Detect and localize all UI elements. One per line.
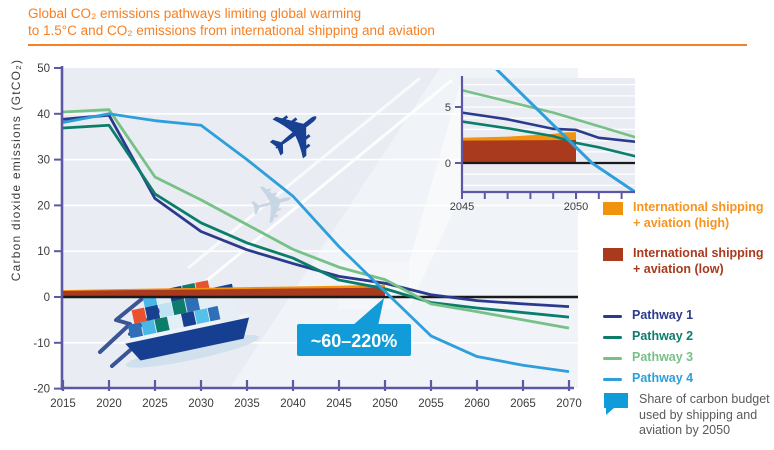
title-line-1: Global CO₂ emissions pathways limiting g… xyxy=(28,6,362,21)
y-tick-label: 0 xyxy=(44,292,50,304)
x-tick-label: 2060 xyxy=(464,398,490,410)
x-tick-label: 2015 xyxy=(50,398,76,410)
y-tick-label: -10 xyxy=(33,338,50,350)
zoom-wedge xyxy=(408,78,462,309)
annotation-label: ~60–220% xyxy=(311,331,398,351)
x-tick-label: 2030 xyxy=(188,398,214,410)
y-tick-label: -20 xyxy=(33,384,50,396)
pathway-lines xyxy=(62,108,578,374)
inset-band-low xyxy=(462,140,576,163)
x-tick-label: 2040 xyxy=(280,398,306,410)
x-tick-label: 2065 xyxy=(510,398,536,410)
annotation-pointer xyxy=(352,298,384,326)
inset-line-pathway-4 xyxy=(495,70,635,192)
zero-crossing-annotation: ~60–220% xyxy=(297,298,411,356)
page-title: Global CO₂ emissions pathways limiting g… xyxy=(28,5,435,39)
inset-y-tick-label: 5 xyxy=(445,102,451,114)
title-underline xyxy=(28,44,747,46)
inset-line-pathway-3 xyxy=(462,88,635,139)
inset-chart: 2045 2050 0 5 xyxy=(445,70,635,213)
ship-icon xyxy=(98,280,259,368)
y-tick-label: 10 xyxy=(37,246,50,258)
line-pathway-3 xyxy=(62,108,570,330)
line-pathway-2 xyxy=(62,123,570,319)
y-tick-label: 50 xyxy=(37,63,50,75)
title-line-2: to 1.5°C and CO₂ emissions from internat… xyxy=(28,23,435,38)
inset-line-pathway-2 xyxy=(462,120,635,158)
x-tick-label: 2020 xyxy=(96,398,122,410)
inset-line-pathway-1 xyxy=(462,111,635,143)
x-tick-label: 2070 xyxy=(556,398,582,410)
y-tick-label: 40 xyxy=(37,109,50,121)
inset-y-tick-label: 0 xyxy=(445,158,451,170)
x-tick-label: 2045 xyxy=(326,398,352,410)
inset-x-tick-label: 2045 xyxy=(450,201,474,213)
annotation-bubble xyxy=(297,324,411,356)
inset-x-tick-label: 2050 xyxy=(564,201,588,213)
inset-plot xyxy=(462,70,635,192)
x-tick-label: 2055 xyxy=(418,398,444,410)
x-tick-label: 2050 xyxy=(372,398,398,410)
x-tick-label: 2025 xyxy=(142,398,168,410)
y-tick-label: 30 xyxy=(37,155,50,167)
y-axis-label: Carbon dioxide emissions (GtCO₂) xyxy=(9,59,23,281)
x-tick-label: 2035 xyxy=(234,398,260,410)
y-tick-label: 20 xyxy=(37,200,50,212)
band-low xyxy=(63,287,385,297)
line-pathway-4 xyxy=(62,112,570,374)
shipping-aviation-bands xyxy=(63,284,385,297)
